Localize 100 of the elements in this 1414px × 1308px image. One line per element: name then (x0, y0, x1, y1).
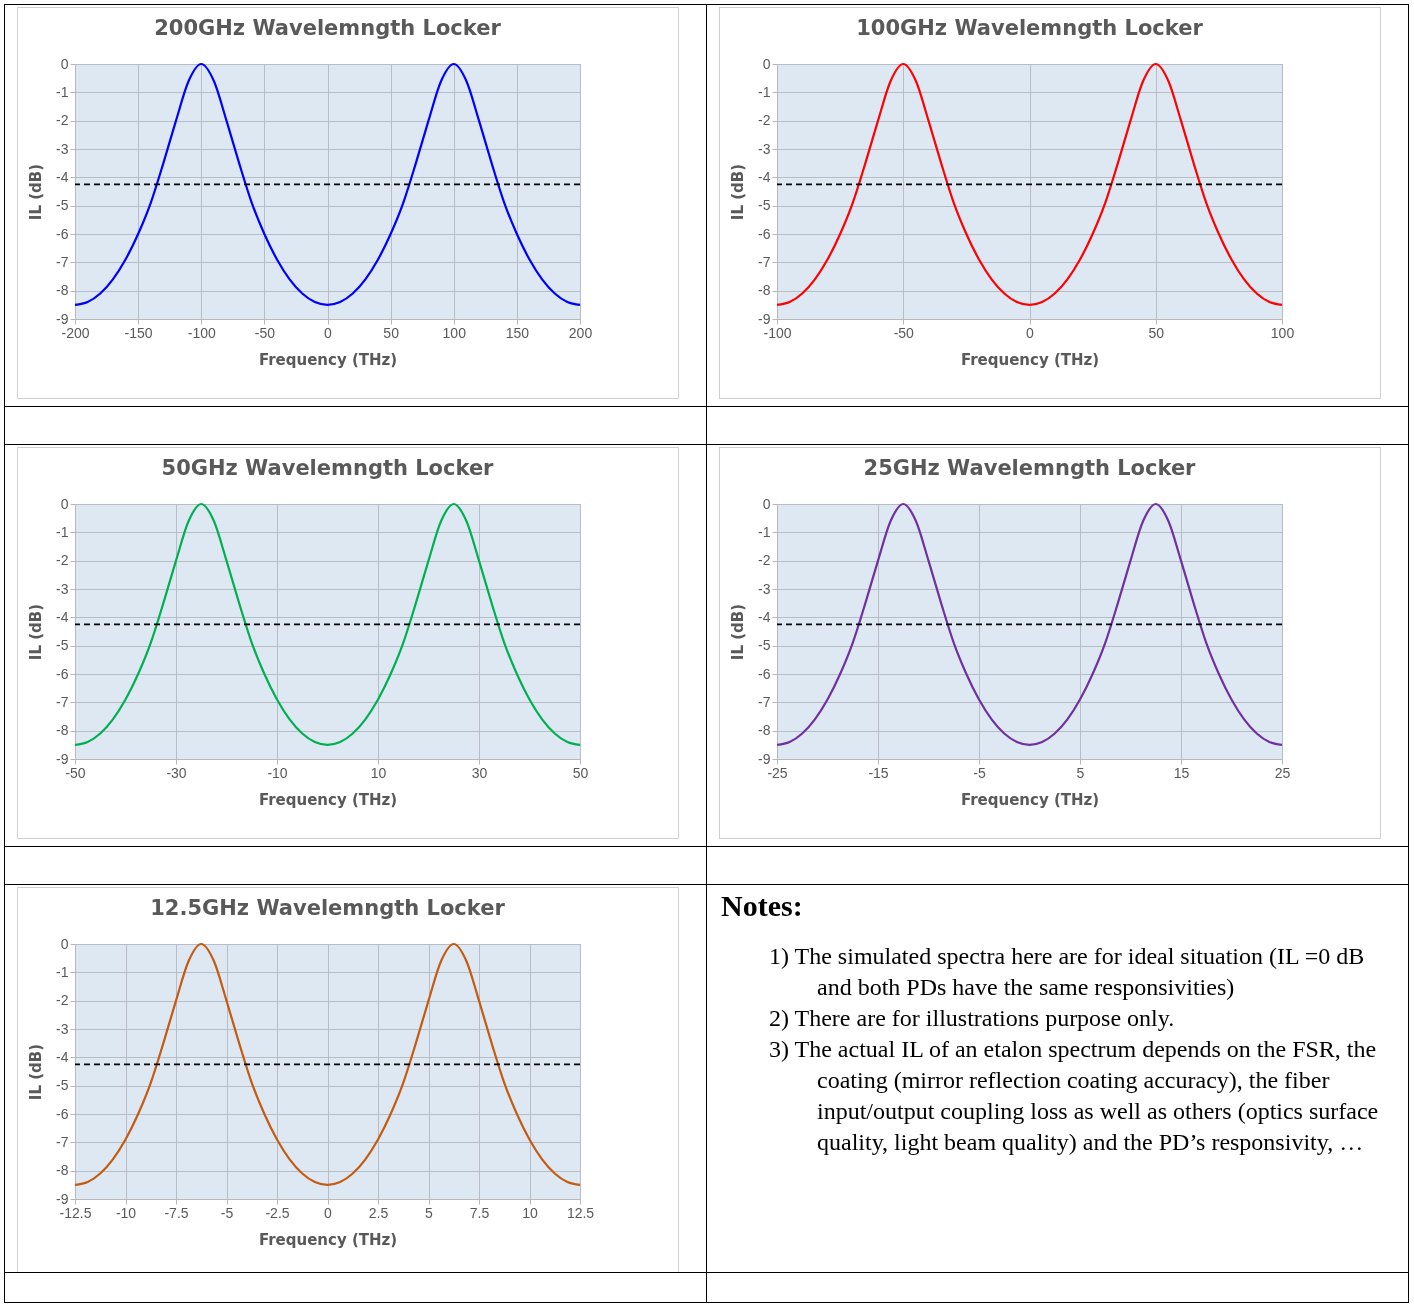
x-axis-title: Frequency (THz) (258, 790, 398, 809)
y-tick-label: -2 (56, 552, 69, 569)
x-tick-label: 0 (1026, 324, 1035, 341)
y-tick-label: -6 (758, 665, 771, 682)
x-tick-label: 100 (1270, 324, 1295, 341)
x-axis-title: Frequency (THz) (258, 1230, 398, 1249)
x-tick-label: -15 (868, 764, 889, 781)
x-tick-label: 50 (383, 324, 400, 341)
y-tick-label: -9 (56, 310, 69, 327)
y-tick-label: -8 (56, 722, 69, 739)
y-tick-label: -1 (758, 83, 771, 100)
y-tick-label: -4 (758, 608, 771, 625)
y-tick-label: 0 (60, 55, 69, 72)
y-tick-label: -5 (758, 197, 771, 214)
text: 3) The actual IL of an etalon spectrum depends on the FSR, the coating (mirror reflection coating accuracy), the fiber input/output coupling loss as well as others (optics surface quality, light beam quality) and the PD’s responsivity, … (768, 1035, 1380, 1157)
y-tick-label: 0 (60, 495, 69, 512)
y-tick-label: -8 (56, 282, 69, 299)
y-tick-label: -6 (56, 225, 69, 242)
y-axis-title: IL (dB) (27, 1043, 46, 1101)
x-axis-title: Frequency (THz) (960, 790, 1100, 809)
y-tick-label: -4 (56, 168, 69, 185)
x-tick-label: 200 (568, 324, 593, 341)
y-tick-label: -4 (56, 608, 69, 625)
x-tick-label: -100 (763, 324, 792, 341)
x-tick-label: 100 (442, 324, 467, 341)
y-tick-label: -7 (56, 1133, 69, 1150)
y-tick-label: -6 (56, 1105, 69, 1122)
y-tick-label: -8 (758, 282, 771, 299)
x-tick-label: 0 (324, 1204, 333, 1221)
y-tick-label: -3 (56, 1020, 69, 1037)
x-axis-title: Frequency (THz) (258, 350, 398, 369)
y-tick-label: -2 (758, 112, 771, 129)
y-axis-title: IL (dB) (729, 603, 748, 661)
y-tick-label: -7 (758, 253, 771, 270)
y-tick-label: -3 (758, 140, 771, 157)
x-tick-label: 30 (471, 764, 488, 781)
x-tick-label: 25 (1274, 764, 1291, 781)
chart-title: 25GHz Wavelemngth Locker (863, 456, 1197, 480)
x-tick-label: 2.5 (368, 1204, 389, 1221)
x-tick-label: 50 (572, 764, 589, 781)
y-tick-label: -8 (56, 1162, 69, 1179)
y-tick-label: -3 (758, 580, 771, 597)
x-tick-label: 150 (505, 324, 530, 341)
x-tick-label: 5 (425, 1204, 434, 1221)
x-tick-label: 12.5 (566, 1204, 595, 1221)
x-tick-label: -25 (767, 764, 788, 781)
x-tick-label: -50 (65, 764, 86, 781)
x-tick-label: 10 (522, 1204, 538, 1221)
y-tick-label: -6 (56, 665, 69, 682)
y-tick-label: -5 (56, 197, 69, 214)
y-tick-label: -6 (758, 225, 771, 242)
x-tick-label: -30 (166, 764, 187, 781)
y-axis-title: IL (dB) (27, 163, 46, 221)
x-tick-label: -10 (115, 1204, 137, 1221)
x-axis-title: Frequency (THz) (960, 350, 1100, 369)
text: 2) There are for illustrations purpose only. (768, 1004, 1176, 1033)
x-tick-label: 10 (370, 764, 387, 781)
y-tick-label: -2 (758, 552, 771, 569)
y-tick-label: -5 (758, 637, 771, 654)
x-tick-label: -100 (187, 324, 216, 341)
y-tick-label: -9 (758, 750, 771, 767)
x-tick-label: -2.5 (265, 1204, 290, 1221)
x-tick-label: -50 (893, 324, 915, 341)
x-tick-label: 0 (324, 324, 333, 341)
chart-title: 200GHz Wavelemngth Locker (154, 16, 502, 40)
y-tick-label: -3 (56, 580, 69, 597)
y-tick-label: -5 (56, 1077, 69, 1094)
y-tick-label: -2 (56, 112, 69, 129)
y-tick-label: -8 (758, 722, 771, 739)
x-tick-label: 5 (1076, 764, 1085, 781)
y-tick-label: -1 (56, 963, 69, 980)
x-tick-label: -5 (973, 764, 986, 781)
text: 1) The simulated spectra here are for ideal situation (IL =0 dB and both PDs have the same responsivities) (768, 942, 1366, 1002)
x-tick-label: -12.5 (59, 1204, 92, 1221)
y-axis-title: IL (dB) (729, 163, 748, 221)
chart-title: 12.5GHz Wavelemngth Locker (150, 896, 506, 920)
y-axis-title: IL (dB) (27, 603, 46, 661)
chart-title: 50GHz Wavelemngth Locker (161, 456, 495, 480)
y-tick-label: 0 (762, 55, 771, 72)
y-tick-label: -1 (758, 523, 771, 540)
x-tick-label: 15 (1173, 764, 1190, 781)
y-tick-label: -9 (56, 750, 69, 767)
text: Notes: (721, 889, 804, 923)
y-tick-label: -3 (56, 140, 69, 157)
y-tick-label: -9 (758, 310, 771, 327)
y-tick-label: 0 (762, 495, 771, 512)
y-tick-label: -1 (56, 523, 69, 540)
y-tick-label: -4 (56, 1048, 69, 1065)
x-tick-label: -7.5 (164, 1204, 189, 1221)
y-tick-label: 0 (60, 935, 69, 952)
y-tick-label: -2 (56, 992, 69, 1009)
y-tick-label: -5 (56, 637, 69, 654)
y-tick-label: -7 (56, 693, 69, 710)
y-tick-label: -1 (56, 83, 69, 100)
x-tick-label: -10 (267, 764, 288, 781)
x-tick-label: -50 (254, 324, 276, 341)
x-tick-label: 50 (1148, 324, 1165, 341)
x-tick-label: -150 (124, 324, 153, 341)
y-tick-label: -9 (56, 1190, 69, 1207)
y-tick-label: -7 (56, 253, 69, 270)
